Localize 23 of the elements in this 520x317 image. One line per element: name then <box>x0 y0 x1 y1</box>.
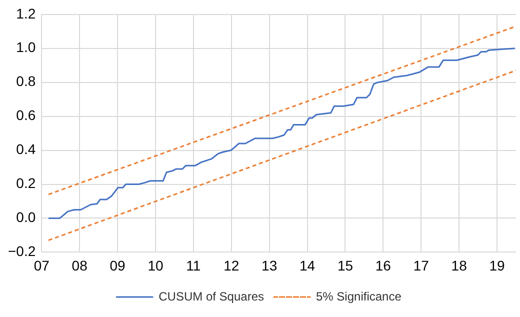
x-tick-label: 12 <box>224 257 240 274</box>
x-tick-label: 07 <box>34 257 50 274</box>
y-tick-label: 0.0 <box>16 209 36 226</box>
x-tick-label: 09 <box>110 257 126 274</box>
x-tick-label: 15 <box>337 257 354 274</box>
x-tick-label: 19 <box>489 257 506 274</box>
x-tick-label: 08 <box>72 257 88 274</box>
x-tick-label: 18 <box>451 257 468 274</box>
y-tick-label: 1.0 <box>16 39 36 56</box>
x-tick-label: 14 <box>299 257 316 274</box>
legend-label: 5% Significance <box>316 289 402 304</box>
y-tick-label: −0.2 <box>8 243 36 260</box>
x-tick-label: 16 <box>375 257 392 274</box>
x-tick-label: 13 <box>262 257 278 274</box>
x-tick-label: 10 <box>148 257 164 274</box>
y-tick-label: 0.8 <box>16 73 36 90</box>
legend-label: CUSUM of Squares <box>158 289 264 304</box>
y-tick-label: 0.4 <box>16 141 36 158</box>
y-tick-label: 0.6 <box>16 107 36 124</box>
y-tick-label: 0.2 <box>16 175 36 192</box>
x-tick-label: 11 <box>186 257 201 274</box>
y-tick-label: 1.2 <box>16 5 36 22</box>
x-tick-label: 17 <box>413 257 430 274</box>
